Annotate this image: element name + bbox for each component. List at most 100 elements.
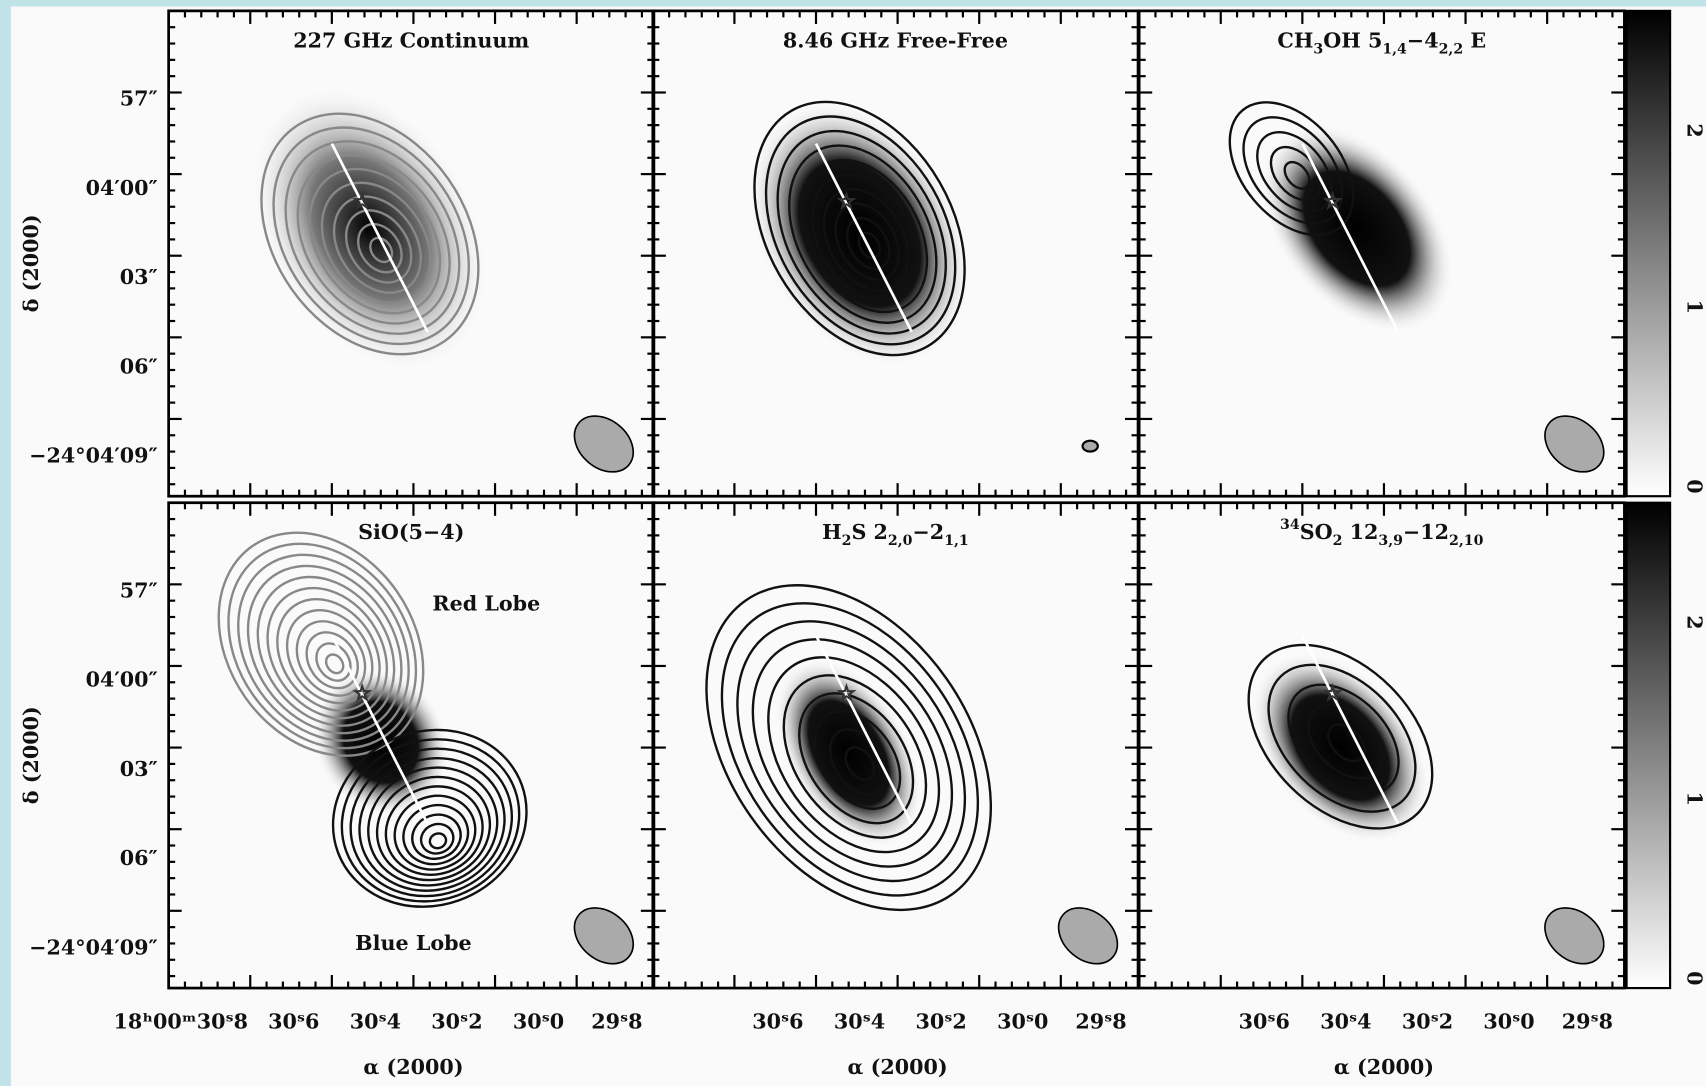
- contour: [776, 129, 947, 335]
- contour: [1267, 663, 1417, 813]
- map-panel: ☆ CH3OH 51,4−42,2 E: [1137, 9, 1626, 498]
- contour: [1256, 131, 1333, 213]
- outflow-axis: [1301, 143, 1400, 333]
- x-tick-label: 30ˢ0: [1483, 1009, 1534, 1033]
- title-part: 2: [1333, 533, 1343, 549]
- y-tick-label: 04′00″: [86, 668, 158, 692]
- panel-title: H2S 22,0−21,1: [822, 520, 969, 550]
- panel-title: 227 GHz Continuum: [293, 28, 529, 52]
- contour: [720, 602, 980, 897]
- x-tick-label: 30ˢ2: [915, 1009, 966, 1033]
- contour: [844, 746, 876, 782]
- x-tick-label: 30ˢ4: [834, 1009, 885, 1033]
- colorbar-tick-label: 0: [1682, 479, 1706, 493]
- contour: [764, 115, 957, 346]
- map-panel: ☆ 34SO2 123,9−122,10: [1137, 501, 1626, 990]
- map-panel: ☆ 8.46 GHz Free-Free: [651, 9, 1140, 498]
- contour: [1307, 703, 1383, 780]
- x-tick-label: 29ˢ8: [1075, 1009, 1126, 1033]
- title-part: 3,9: [1378, 533, 1403, 549]
- map-panel: ☆ SiO(5−4): [167, 501, 656, 990]
- contour: [272, 126, 470, 346]
- outflow-axis: [330, 143, 429, 333]
- contour: [411, 813, 462, 861]
- x-tick-label: 18ʰ00ᵐ30ˢ8: [113, 1009, 248, 1033]
- x-tick-label: 30ˢ2: [1402, 1009, 1453, 1033]
- x-axis-label: α (2000): [363, 1055, 463, 1079]
- star: ☆: [353, 681, 372, 705]
- contour: [829, 728, 889, 796]
- beam: [1081, 439, 1099, 453]
- title-part: 3: [1313, 41, 1323, 57]
- contour: [753, 100, 966, 357]
- title-part: SO: [1300, 520, 1333, 544]
- contour: [324, 653, 345, 675]
- contour: [260, 112, 480, 356]
- contour: [419, 822, 455, 855]
- panel-title: 8.46 GHz Free-Free: [783, 28, 1008, 52]
- panel-title: CH3OH 51,4−42,2 E: [1277, 28, 1486, 58]
- contour: [813, 710, 902, 810]
- y-tick-label: 04′00″: [86, 176, 158, 200]
- contour: [340, 738, 521, 903]
- colorbar-tick-label: 0: [1682, 971, 1706, 985]
- annotation: Blue Lobe: [355, 931, 472, 955]
- contour: [315, 642, 352, 682]
- contour: [1327, 723, 1367, 763]
- colorbar-tick-label: 1: [1682, 300, 1706, 314]
- contour: [367, 766, 499, 887]
- title-part: 2,2: [1439, 41, 1464, 57]
- contour: [788, 144, 938, 324]
- outflow-axis: [814, 143, 913, 333]
- contour: [736, 620, 967, 883]
- title-part: −12: [1403, 520, 1449, 544]
- panel-title: SiO(5−4): [358, 520, 464, 544]
- contour: [822, 188, 910, 292]
- contour: [705, 584, 993, 912]
- y-axis-label: δ (2000): [19, 214, 43, 312]
- title-part: OH 5: [1323, 28, 1382, 52]
- contour: [799, 158, 929, 314]
- contour: [332, 195, 422, 294]
- title-part: 2,0: [888, 533, 913, 549]
- title-part: 8.46 GHz Free-Free: [783, 28, 1008, 52]
- contour: [358, 756, 506, 892]
- star: ☆: [1324, 681, 1343, 705]
- contour: [428, 832, 448, 850]
- contour: [227, 542, 418, 750]
- x-tick-label: 30ˢ6: [268, 1009, 319, 1033]
- outflow-axis: [814, 634, 913, 825]
- title-part: S 2: [851, 520, 887, 544]
- y-tick-label: −24°04′09″: [29, 444, 158, 468]
- contour: [349, 747, 514, 898]
- contour: [782, 674, 928, 839]
- contour: [767, 656, 941, 854]
- map-panel: ☆ H2S 22,0−21,1: [651, 501, 1140, 990]
- contour: [296, 153, 451, 325]
- title-part: 34: [1280, 517, 1300, 533]
- beam: [1057, 907, 1119, 965]
- contour: [1228, 101, 1355, 237]
- title-part: E: [1463, 28, 1486, 52]
- x-tick-label: 30ˢ4: [350, 1009, 401, 1033]
- beam: [1544, 415, 1605, 473]
- colorbar-tick-label: 1: [1682, 792, 1706, 806]
- x-tick-label: 30ˢ0: [997, 1009, 1048, 1033]
- x-axis-label: α (2000): [848, 1055, 948, 1079]
- star: ☆: [1324, 189, 1343, 213]
- contour: [266, 586, 389, 720]
- title-part: 1,1: [944, 533, 969, 549]
- outflow-axis: [1301, 634, 1400, 825]
- contour: [295, 620, 367, 697]
- panel-frame: [1137, 9, 1626, 498]
- beam: [1544, 907, 1605, 965]
- y-axis-label: δ (2000): [19, 706, 43, 804]
- star: ☆: [837, 189, 856, 213]
- title-part: −4: [1407, 28, 1439, 52]
- contour: [798, 692, 915, 825]
- contour: [375, 775, 492, 882]
- y-tick-label: 06″: [120, 354, 158, 378]
- star: ☆: [353, 189, 372, 213]
- contour: [1283, 160, 1311, 190]
